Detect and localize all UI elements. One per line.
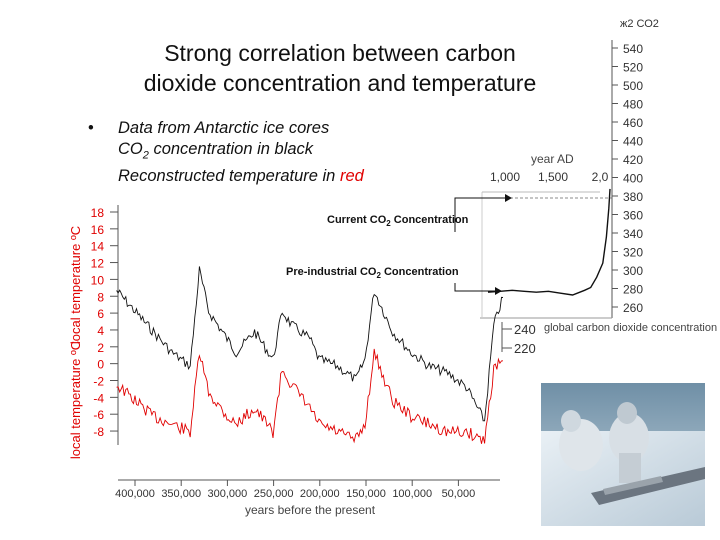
co2-series-line: [116, 266, 504, 422]
bullet-list: • Data from Antarctic ice cores CO2 conc…: [88, 118, 364, 187]
inset-x-tick-label: 2,0: [592, 170, 609, 184]
bullet-line-2: CO2 concentration in black: [118, 139, 364, 166]
current-co2-label: Current CO2 Concentration: [327, 214, 469, 228]
preindustrial-arrow-head: [495, 287, 502, 295]
inset-y-tick-label: 460: [623, 116, 643, 130]
bullet-line-3-text: Reconstructed temperature in: [118, 167, 340, 186]
main-x-tick-label: 100,000: [392, 488, 432, 500]
main-x-ticks: 400,000 350,000 300,000 250,000 200,000 150,0…: [115, 480, 475, 500]
bullet-co: CO: [118, 140, 143, 158]
bullet-line-2-rest: concentration in black: [148, 140, 314, 158]
main-x-tick-label: 350,000: [161, 488, 201, 500]
inset-y-ticks: 540 520 500 480 460 440 420 400 380 360 340 320 300 2…: [612, 42, 643, 315]
inset-y-tick-label: 340: [623, 227, 643, 241]
slide-title: Strong correlation between carbon dioxid…: [70, 38, 610, 98]
ylabel-temperature-bottom: local temperature ºC: [68, 341, 83, 459]
main-y-tick-label: 14: [91, 240, 105, 254]
inset-y-tick-label: 260: [623, 301, 643, 315]
main-y-tick-label: 4: [97, 324, 104, 338]
preindustrial-co2-label: Pre-industrial CO2 Concentration: [286, 266, 459, 280]
ylabel-temperature-top: local temperature ºC: [68, 226, 83, 344]
inset-y-tick-label: 540: [623, 42, 643, 56]
main-y-tick-label: 12: [91, 257, 105, 271]
main-y-tick-label: 2: [97, 341, 104, 355]
inset-y-tick-label: 360: [623, 209, 643, 223]
main-y-tick-label: 0: [97, 358, 104, 372]
inset-y-tick-label: 520: [623, 61, 643, 75]
inset-y-tick-label: 280: [623, 283, 643, 297]
main-y-tick-label: 8: [97, 290, 104, 304]
tick-label-220: 220: [514, 341, 536, 356]
inset-ylabel: ж2 СО2: [620, 18, 659, 30]
main-x-tick-label: 50,000: [442, 488, 476, 500]
main-y-tick-label: -8: [93, 425, 104, 439]
main-y-tick-label: 10: [91, 273, 105, 287]
inset-x-ticks: 1,000 1,500 2,0: [490, 170, 609, 184]
inset-y-tick-label: 440: [623, 135, 643, 149]
main-x-tick-label: 200,000: [300, 488, 340, 500]
inset-co2-line: [487, 188, 611, 296]
bullet-line-3: Reconstructed temperature in red: [118, 166, 364, 187]
inset-xlabel: year AD: [531, 152, 574, 166]
xlabel-years-before-present: years before the present: [245, 503, 376, 517]
ice-core-photo: [541, 383, 705, 526]
main-y-ticks: 18 16 14 12 10 8 6 4 2 0 -2 -4 -6 -8: [91, 206, 118, 439]
current-arrow-head: [505, 194, 512, 202]
main-y-tick-label: 6: [97, 307, 104, 321]
bullet-red-word: red: [339, 167, 364, 186]
temperature-series-line: [116, 348, 504, 444]
inset-y-tick-label: 400: [623, 172, 643, 186]
bullet-dot-icon: •: [88, 119, 94, 137]
inset-y-tick-label: 500: [623, 79, 643, 93]
main-y-tick-label: 16: [91, 223, 105, 237]
main-y-tick-label: -2: [93, 375, 104, 389]
inset-y-tick-label: 300: [623, 264, 643, 278]
current-co2-arrow: [454, 197, 508, 232]
inset-y-tick-label: 480: [623, 98, 643, 112]
main-x-tick-label: 150,000: [346, 488, 386, 500]
inset-x-tick-label: 1,500: [538, 170, 568, 184]
tick-label-240: 240: [514, 322, 536, 337]
main-y-tick-label: -6: [93, 408, 104, 422]
bullet-line-1: Data from Antarctic ice cores: [118, 119, 330, 137]
inset-y-tick-label: 420: [623, 153, 643, 167]
co2-axis-label: global carbon dioxide concentration ppmv: [544, 322, 720, 334]
co2-axis-label-text: global carbon dioxide concentration ppmv: [544, 322, 720, 334]
title-line-2: dioxide concentration and temperature: [143, 70, 537, 96]
main-y-tick-label: 18: [91, 206, 105, 220]
inset-y-tick-label: 380: [623, 190, 643, 204]
preindustrial-co2-arrow: [454, 283, 498, 292]
main-x-tick-label: 300,000: [208, 488, 248, 500]
main-x-tick-label: 250,000: [254, 488, 294, 500]
main-y-tick-label: -4: [93, 391, 104, 405]
inset-y-tick-label: 320: [623, 246, 643, 260]
bullet-co-sub: 2: [142, 149, 149, 162]
main-x-tick-label: 400,000: [115, 488, 155, 500]
inset-x-tick-label: 1,000: [490, 170, 520, 184]
title-line-1: Strong correlation between carbon: [164, 40, 516, 66]
